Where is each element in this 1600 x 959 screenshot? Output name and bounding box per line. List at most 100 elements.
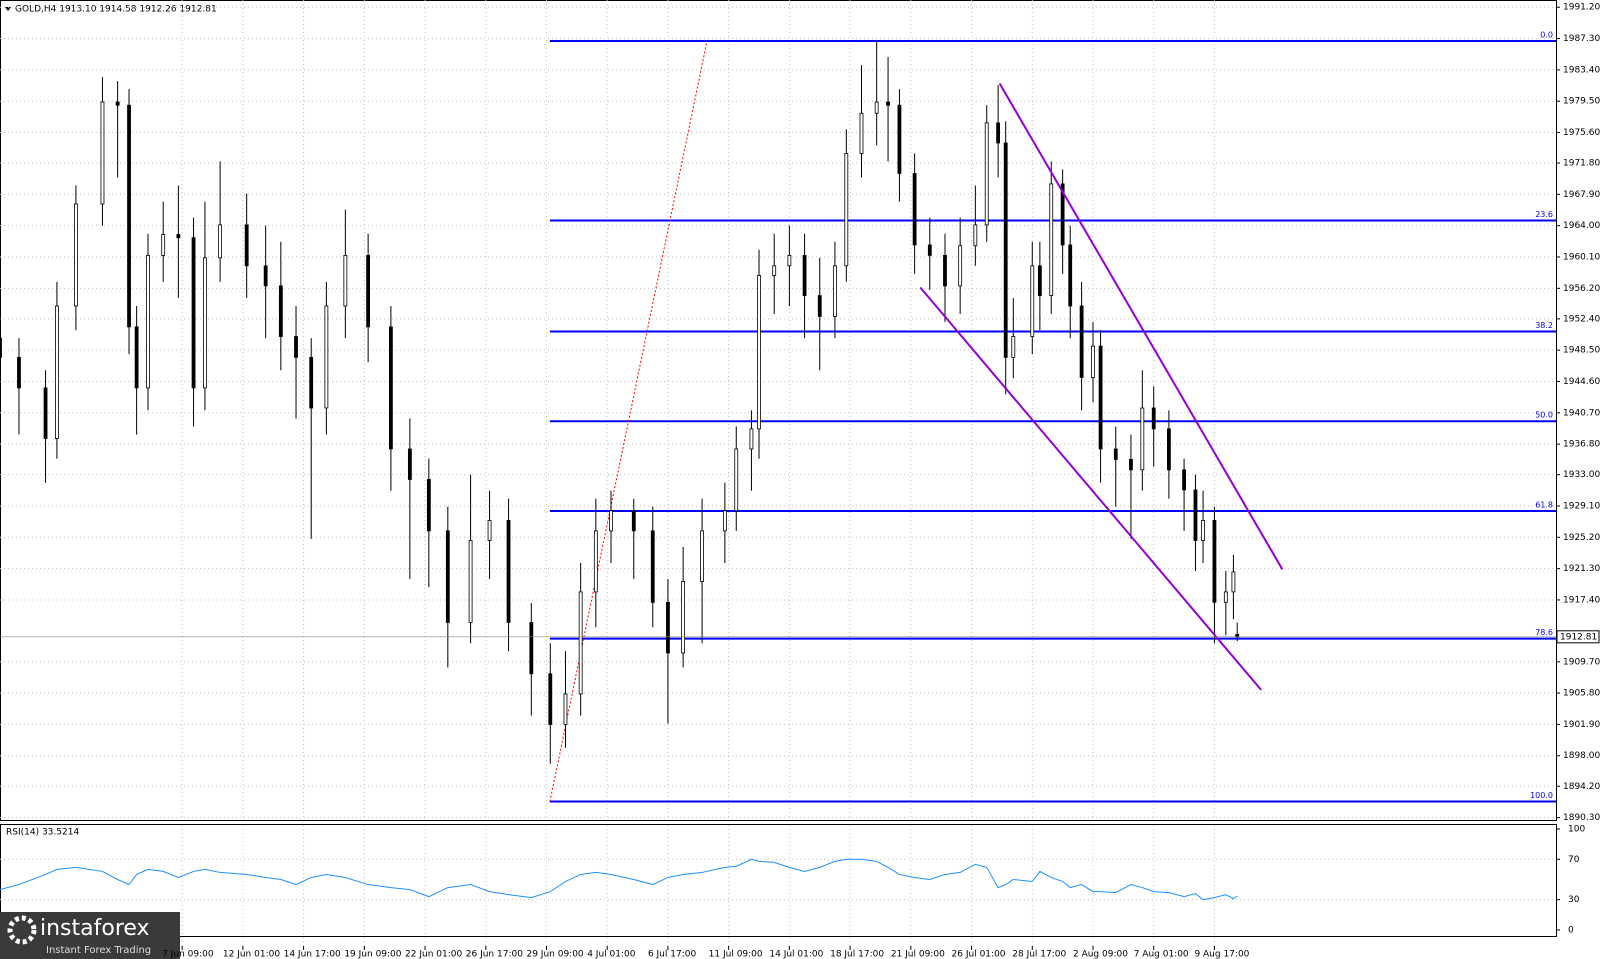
candle-body: [294, 336, 298, 358]
candle-body: [973, 224, 978, 247]
candle-body: [757, 275, 761, 430]
trendline: [998, 83, 1284, 570]
x-tick-label: 28 Jul 17:00: [1012, 950, 1066, 959]
candle-body: [578, 591, 583, 695]
fib-base-line: [549, 40, 708, 802]
candle-body: [115, 101, 120, 106]
candle-body: [1091, 345, 1095, 378]
candle-body: [897, 104, 902, 174]
candle-body: [722, 510, 727, 532]
candle-body: [1166, 428, 1171, 471]
candle-body: [943, 254, 947, 287]
candle-body: [1223, 591, 1228, 603]
price-pane: [0, 0, 1557, 821]
y-tick-label: 1979.50: [1563, 97, 1600, 107]
rsi-tick-label: 70: [1568, 855, 1580, 865]
y-tick-label: 1933.00: [1563, 470, 1600, 480]
rsi-tick-label: 0: [1568, 925, 1574, 935]
rsi-tick-label: 30: [1568, 895, 1580, 905]
x-tick-label: 2 Aug 09:00: [1073, 950, 1128, 959]
candle-body: [886, 101, 890, 106]
candle-body: [631, 510, 636, 532]
x-tick-label: 26 Jun 17:00: [466, 950, 523, 959]
candle-body: [1235, 634, 1240, 638]
candle-body: [426, 479, 431, 532]
x-tick-label: 21 Jul 09:00: [891, 950, 945, 959]
y-tick-label: 1971.80: [1563, 159, 1600, 169]
menu-arrow: [5, 7, 11, 11]
fib-label: 38.2: [1535, 321, 1553, 330]
candle-body: [161, 234, 166, 256]
y-tick-label: 1948.50: [1563, 346, 1600, 356]
candle-body: [445, 530, 450, 623]
candle-body: [548, 673, 553, 725]
candle-body: [278, 285, 283, 337]
candle-body: [563, 693, 568, 725]
candle-body: [468, 540, 473, 623]
fib-label: 0.0: [1540, 30, 1553, 39]
candle-body: [1182, 469, 1186, 491]
candle-body: [388, 326, 393, 450]
candle-body: [487, 520, 492, 541]
candle-body: [1030, 265, 1035, 337]
chart-header: GOLD,H4 1913.10 1914.58 1912.26 1912.81: [15, 5, 217, 15]
candle-body: [43, 387, 48, 439]
logo-tagline: Instant Forex Trading: [46, 945, 151, 956]
candle-body: [0, 337, 2, 358]
candle-body: [218, 224, 223, 259]
y-tick-label: 1944.60: [1563, 377, 1600, 387]
x-tick-label: 11 Jul 09:00: [709, 950, 763, 959]
y-tick-label: 1952.40: [1563, 314, 1600, 324]
x-tick-label: 4 Jul 01:00: [587, 950, 636, 959]
candle-body: [1129, 458, 1133, 471]
candle-body: [176, 234, 181, 239]
y-tick-label: 1898.00: [1563, 751, 1600, 761]
y-tick-label: 1960.10: [1563, 253, 1600, 263]
candle-body: [17, 356, 21, 389]
candle-body: [1140, 407, 1145, 471]
x-tick-label: 22 Jun 01:00: [405, 950, 462, 959]
candle-body: [927, 244, 932, 256]
y-tick-label: 1929.10: [1563, 501, 1600, 511]
x-tick-label: 14 Jul 01:00: [769, 950, 823, 959]
fib-label: 61.8: [1535, 500, 1553, 509]
candle-body: [203, 257, 207, 389]
x-tick-label: 9 Aug 17:00: [1194, 950, 1249, 959]
rsi-tick-label: 100: [1568, 825, 1585, 835]
y-tick-label: 1956.20: [1563, 284, 1600, 294]
candle-body: [1231, 571, 1236, 593]
y-tick-label: 1964.00: [1563, 221, 1600, 231]
y-tick-label: 1917.40: [1563, 595, 1600, 605]
watermark: instaforex Instant Forex Trading: [0, 912, 180, 959]
candle-body: [244, 224, 249, 267]
candle-body: [772, 265, 777, 276]
candle-body: [996, 122, 1001, 144]
candle-body: [650, 530, 655, 603]
x-tick-label: 19 Jun 09:00: [344, 950, 401, 959]
candle-body: [1098, 345, 1103, 450]
candle-body: [55, 305, 59, 439]
candle-body: [263, 265, 268, 287]
y-tick-label: 1975.60: [1563, 128, 1600, 138]
candle-body: [787, 254, 792, 267]
logo-name: instaforex: [40, 916, 150, 941]
candle-body: [859, 112, 864, 154]
x-tick-label: 29 Jun 09:00: [526, 950, 583, 959]
candle-body: [146, 254, 150, 389]
candle-body: [324, 305, 329, 409]
rsi-pane: [0, 824, 1557, 937]
y-tick-label: 1987.30: [1563, 34, 1600, 44]
y-tick-label: 1936.80: [1563, 440, 1600, 450]
candle-body: [844, 152, 849, 267]
candle-body: [609, 510, 613, 532]
candle-body: [1011, 336, 1016, 358]
y-tick-label: 1991.20: [1563, 3, 1600, 13]
candle-body: [1079, 305, 1084, 378]
candle-body: [700, 530, 704, 582]
candle-body: [74, 203, 78, 307]
candle-body: [309, 356, 314, 409]
x-tick-label: 18 Jul 17:00: [830, 950, 884, 959]
candle-body: [1151, 407, 1156, 430]
y-tick-label: 1894.20: [1563, 782, 1600, 792]
